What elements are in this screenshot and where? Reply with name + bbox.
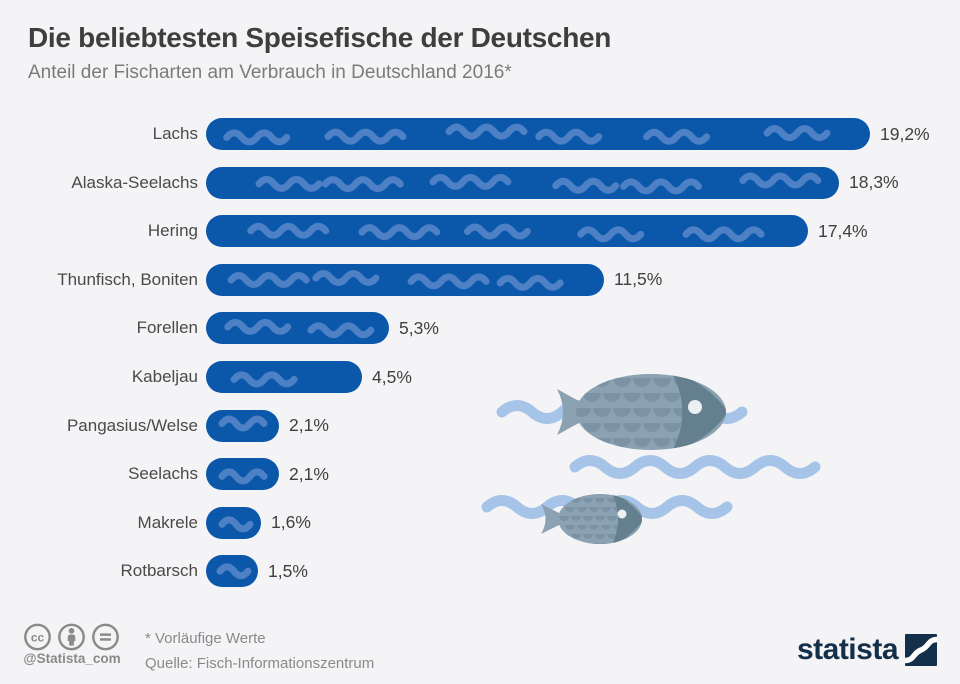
value-label: 5,3% bbox=[399, 317, 439, 338]
bar bbox=[206, 506, 261, 539]
category-label: Lachs bbox=[152, 124, 198, 143]
bar-wave-pattern bbox=[230, 371, 298, 388]
category-label: Hering bbox=[147, 221, 198, 241]
statista-logo-icon bbox=[905, 634, 937, 666]
chart-row: Alaska-Seelachs 18,3% bbox=[0, 166, 960, 199]
bar bbox=[206, 312, 389, 345]
attribution-body bbox=[67, 634, 76, 646]
footnotes: * Vorläufige Werte Quelle: Fisch-Informa… bbox=[145, 626, 374, 676]
chart-row: Seelachs 2,1% bbox=[0, 458, 960, 491]
chart-row: Makrele 1,6% bbox=[0, 506, 960, 539]
wave-middle bbox=[569, 455, 821, 479]
statista-wordmark: statista bbox=[796, 633, 899, 666]
chart-row: Thunfisch, Boniten 11,5% bbox=[0, 263, 960, 296]
chart-row: Kabeljau 4,5% bbox=[0, 361, 960, 393]
bar-wave-pattern bbox=[223, 123, 831, 146]
chart-row: Hering 17,4% bbox=[0, 215, 960, 248]
value-label: 1,5% bbox=[268, 560, 308, 581]
bar bbox=[206, 555, 258, 588]
bar-wave-pattern bbox=[218, 415, 268, 432]
bar bbox=[206, 458, 279, 491]
bar-wave-pattern bbox=[247, 223, 765, 243]
value-label: 19,2% bbox=[880, 123, 930, 144]
equals-bottom bbox=[100, 638, 111, 641]
value-label: 11,5% bbox=[614, 269, 663, 290]
category-label: Thunfisch, Boniten bbox=[57, 269, 198, 289]
value-label: 17,4% bbox=[818, 220, 868, 241]
fish-illustration bbox=[481, 374, 821, 544]
bar bbox=[206, 409, 279, 442]
small-fish-head bbox=[612, 494, 642, 544]
value-label: 2,1% bbox=[289, 463, 329, 484]
page-subtitle: Anteil der Fischarten am Verbrauch in De… bbox=[28, 62, 512, 83]
category-label: Forellen bbox=[136, 318, 198, 338]
attribution-head bbox=[68, 628, 75, 634]
bar-wave-pattern bbox=[216, 563, 252, 580]
value-label: 2,1% bbox=[289, 415, 329, 436]
value-label: 1,6% bbox=[271, 512, 311, 533]
bar bbox=[206, 361, 362, 393]
small-fish bbox=[541, 494, 642, 544]
attribution-icon[interactable] bbox=[58, 623, 85, 651]
equals-top bbox=[100, 633, 111, 636]
category-label: Alaska-Seelachs bbox=[71, 172, 198, 192]
value-label: 4,5% bbox=[372, 366, 412, 387]
bar-wave-pattern bbox=[255, 172, 822, 194]
bar-wave-pattern bbox=[218, 516, 254, 533]
bar-chart: Lachs 19,2% Alaska-Seelachs 18,3% Hering 17,4… bbox=[0, 118, 960, 588]
source-line: Quelle: Fisch-Informationszentrum bbox=[145, 655, 375, 672]
small-fish-tail bbox=[541, 504, 571, 534]
bar bbox=[206, 215, 808, 248]
value-label: 18,3% bbox=[849, 172, 899, 193]
chart-row: Rotbarsch 1,5% bbox=[0, 555, 960, 588]
cc-icon-glyph: cc bbox=[31, 631, 45, 645]
cc-icon[interactable] bbox=[24, 623, 51, 651]
big-fish bbox=[557, 374, 726, 450]
category-label: Seelachs bbox=[128, 464, 198, 484]
category-label: Makrele bbox=[137, 512, 198, 532]
no-derivatives-icon[interactable] bbox=[92, 623, 119, 651]
bar-wave-pattern bbox=[227, 269, 564, 291]
footnote-preliminary: * Vorläufige Werte bbox=[145, 630, 266, 647]
bar-wave-pattern bbox=[224, 319, 375, 339]
bar bbox=[206, 118, 870, 150]
bar bbox=[206, 166, 839, 199]
chart-row: Forellen 5,3% bbox=[0, 312, 960, 345]
category-label: Pangasius/Welse bbox=[66, 415, 198, 435]
category-label: Kabeljau bbox=[131, 367, 198, 386]
bar-wave-pattern bbox=[218, 468, 268, 485]
chart-row: Lachs 19,2% bbox=[0, 118, 960, 150]
chart-row: Pangasius/Welse 2,1% bbox=[0, 409, 960, 442]
statista-logo[interactable]: statista bbox=[797, 634, 937, 666]
small-fish-eye bbox=[617, 509, 627, 519]
statista-handle[interactable]: @Statista_com bbox=[24, 651, 121, 666]
page-title: Die beliebtesten Speisefische der Deutsc… bbox=[28, 22, 612, 53]
small-fish-scales bbox=[559, 498, 629, 544]
category-label: Rotbarsch bbox=[120, 561, 198, 581]
big-fish-eye bbox=[688, 400, 702, 414]
bar bbox=[206, 263, 604, 296]
cc-license-badge[interactable]: cc @Statista_com bbox=[24, 620, 134, 670]
